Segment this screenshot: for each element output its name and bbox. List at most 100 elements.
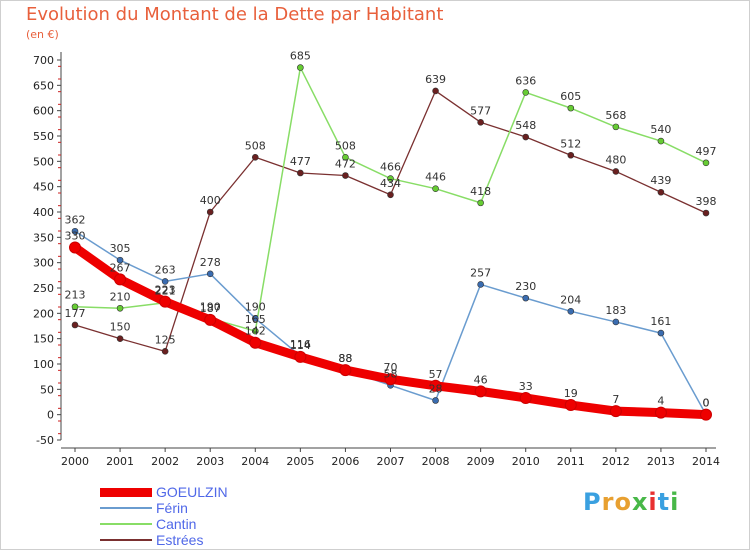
legend: GOEULZIN Férin Cantin Estrées xyxy=(100,484,228,548)
data-label-2-5: 685 xyxy=(290,50,311,63)
data-point-2-10 xyxy=(522,89,530,96)
logo-letter: t xyxy=(657,488,671,516)
data-point-0-12 xyxy=(609,405,622,418)
x-tick-label: 2014 xyxy=(692,455,720,468)
data-label-1-13: 161 xyxy=(650,315,671,328)
data-label-3-8: 639 xyxy=(425,73,446,86)
data-label-1-1: 305 xyxy=(110,242,131,255)
x-tick-label: 2003 xyxy=(196,455,224,468)
x-tick-label: 2011 xyxy=(557,455,585,468)
data-point-3-0 xyxy=(71,321,79,329)
data-label-1-5: 116 xyxy=(290,338,311,351)
legend-swatch xyxy=(100,487,152,497)
data-point-3-2 xyxy=(161,348,169,355)
data-label-2-14: 497 xyxy=(696,145,717,158)
x-tick-label: 2012 xyxy=(602,455,630,468)
data-point-3-12 xyxy=(612,168,620,175)
data-label-1-11: 204 xyxy=(560,293,581,306)
data-label-2-7: 466 xyxy=(380,161,401,174)
data-point-3-4 xyxy=(251,153,259,161)
data-label-0-12: 7 xyxy=(612,393,619,406)
data-point-1-4 xyxy=(251,315,259,322)
data-label-2-2: 221 xyxy=(155,285,176,298)
y-tick-label: 0 xyxy=(47,409,54,422)
data-label-0-14: 0 xyxy=(703,397,710,410)
legend-label: Estrées xyxy=(156,532,204,548)
x-tick-label: 2001 xyxy=(106,455,134,468)
y-tick-label: 150 xyxy=(33,333,54,346)
logo-letter: i xyxy=(670,488,680,516)
data-label-0-13: 4 xyxy=(657,395,664,408)
data-label-3-11: 512 xyxy=(560,137,581,150)
data-point-2-14 xyxy=(702,159,710,167)
chart-subtitle: (en €) xyxy=(26,28,59,41)
data-point-0-5 xyxy=(294,350,307,363)
data-point-3-11 xyxy=(567,151,575,159)
y-tick-label: 650 xyxy=(33,79,54,92)
data-point-1-11 xyxy=(567,308,575,315)
legend-item-2: Cantin xyxy=(100,516,228,532)
y-tick-label: 450 xyxy=(33,181,54,194)
data-point-0-1 xyxy=(114,273,127,286)
data-point-1-9 xyxy=(477,281,484,288)
legend-label: GOEULZIN xyxy=(156,484,228,500)
data-point-1-2 xyxy=(161,278,169,285)
data-label-1-10: 230 xyxy=(515,280,536,293)
data-point-3-8 xyxy=(432,87,439,95)
data-label-0-6: 88 xyxy=(338,352,352,365)
x-tick-label: 2013 xyxy=(647,455,675,468)
data-label-2-0: 213 xyxy=(65,289,86,302)
data-label-3-3: 400 xyxy=(200,194,221,207)
data-point-2-7 xyxy=(387,175,394,182)
x-tick-label: 2008 xyxy=(422,455,450,468)
data-label-0-1: 267 xyxy=(110,261,131,274)
data-label-2-9: 418 xyxy=(470,185,491,198)
data-point-2-4 xyxy=(251,327,259,335)
data-point-3-13 xyxy=(657,188,665,196)
data-label-2-13: 540 xyxy=(650,123,671,136)
data-label-0-5: 114 xyxy=(290,339,311,352)
y-tick-label: 600 xyxy=(33,105,54,118)
data-point-1-1 xyxy=(116,256,124,264)
data-label-0-10: 33 xyxy=(519,380,533,393)
data-point-3-3 xyxy=(206,208,214,216)
data-label-1-4: 190 xyxy=(245,300,266,313)
data-point-0-3 xyxy=(204,313,217,326)
data-label-2-12: 568 xyxy=(605,109,626,122)
data-point-1-3 xyxy=(206,270,214,278)
data-point-3-10 xyxy=(522,133,530,141)
data-point-2-6 xyxy=(342,153,349,161)
data-label-3-5: 477 xyxy=(290,155,311,168)
y-tick-label: 200 xyxy=(33,307,54,320)
data-point-0-14 xyxy=(700,408,712,421)
data-point-2-5 xyxy=(297,64,304,71)
data-label-1-7: 58 xyxy=(384,367,398,380)
x-tick-label: 2002 xyxy=(151,455,179,468)
legend-label: Férin xyxy=(156,500,188,516)
data-point-2-0 xyxy=(71,303,79,311)
data-point-0-8 xyxy=(429,379,442,392)
data-point-1-0 xyxy=(71,227,79,235)
y-tick-label: 550 xyxy=(33,130,54,143)
data-label-3-12: 480 xyxy=(605,153,626,166)
data-label-0-11: 19 xyxy=(564,387,578,400)
data-point-0-2 xyxy=(159,295,172,308)
data-label-3-6: 472 xyxy=(335,158,356,171)
proxiti-logo: Proxiti xyxy=(583,488,679,516)
data-label-3-1: 150 xyxy=(110,321,131,334)
data-label-2-4: 165 xyxy=(245,313,266,326)
y-tick-label: -50 xyxy=(36,434,54,447)
legend-swatch xyxy=(100,507,152,509)
data-label-3-10: 548 xyxy=(515,119,536,132)
logo-letter: r xyxy=(601,488,615,516)
y-tick-label: 500 xyxy=(33,155,54,168)
data-point-1-10 xyxy=(522,294,530,302)
logo-letter: o xyxy=(614,488,632,516)
data-point-3-7 xyxy=(387,191,394,199)
legend-item-1: Férin xyxy=(100,500,228,516)
logo-letter: P xyxy=(583,488,602,516)
data-point-2-13 xyxy=(657,137,665,145)
data-point-2-9 xyxy=(477,199,484,207)
data-label-1-6: 88 xyxy=(338,352,352,365)
chart-title: Evolution du Montant de la Dette par Hab… xyxy=(26,4,444,25)
